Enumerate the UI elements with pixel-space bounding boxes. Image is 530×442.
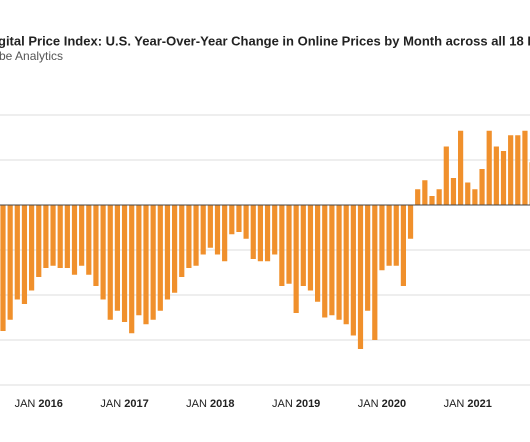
bar [164,205,171,300]
bar [172,205,178,293]
bar [236,205,242,232]
bar [458,130,464,205]
bar [486,130,492,205]
bar [250,205,256,259]
bar [207,205,213,248]
bar [21,205,28,304]
bar [422,180,428,205]
x-tick-label: JAN 2021 [444,398,492,410]
bar [93,205,99,286]
bar [322,205,328,318]
bar [493,146,499,205]
bar [443,146,449,205]
bar [286,205,292,284]
bar [315,205,321,302]
x-tick-label: JAN 2017 [100,398,148,410]
bar [300,205,306,286]
bar [86,205,92,275]
bar [436,189,442,205]
bar [107,205,113,320]
bar [71,205,78,275]
bar [157,205,163,311]
x-tick-label: JAN 2019 [272,398,320,410]
bar [36,205,42,277]
bar [114,205,120,311]
bar [193,205,199,266]
bar [14,205,20,300]
chart-subtitle: be Analytics [0,49,63,63]
bar [508,135,514,205]
bar [293,205,299,313]
bar [79,205,85,266]
bar [279,205,285,286]
bar [329,205,335,316]
bar [50,205,56,266]
bar [243,205,249,239]
bar [379,205,385,271]
bar [386,205,392,266]
bar [179,205,185,277]
bar [336,205,342,320]
bar [43,205,49,268]
bar [400,205,406,286]
bar [272,205,278,255]
bar [229,205,235,235]
bar [357,205,364,349]
bar [515,135,521,205]
bar [200,205,206,255]
bar [465,182,471,205]
bar [393,205,399,266]
bar [307,205,314,291]
bar [350,205,356,336]
bar [121,205,128,322]
bar [522,130,528,205]
bar [100,205,106,300]
bar [415,189,421,205]
bar [143,205,149,325]
bar [129,205,135,334]
bar [407,205,414,239]
bar [472,189,478,205]
bar [214,205,221,255]
bar [365,205,371,311]
bar [186,205,192,268]
bar [7,205,13,320]
bar [500,151,507,205]
bar [64,205,70,268]
bar [343,205,349,325]
bar [372,205,378,340]
bar [57,205,63,268]
bar [429,196,435,205]
x-tick-label: JAN 2018 [186,398,234,410]
bar [257,205,263,262]
bar [479,169,485,205]
bar [450,178,457,205]
x-tick-label: JAN 2020 [358,398,406,410]
bar [264,205,271,262]
bar [136,205,142,316]
bar [222,205,228,262]
bar [29,205,35,291]
bar [0,205,6,331]
bar [150,205,156,320]
x-tick-label: JAN 2016 [15,398,63,410]
chart-title: gital Price Index: U.S. Year-Over-Year C… [0,33,530,48]
